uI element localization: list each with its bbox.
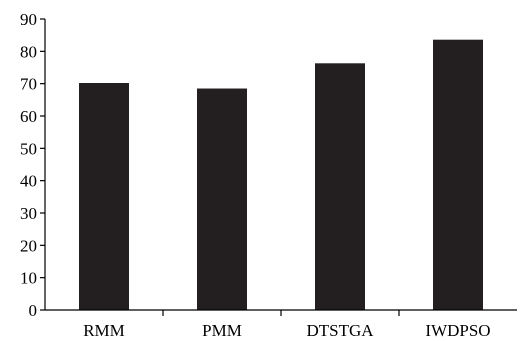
y-axis-tick-labels: 0 10 20 30 40 50 60 70 80 90 [20,10,37,320]
bar-iwdpso [433,39,483,311]
x-tick-label-pmm: PMM [202,321,242,340]
y-tick-label: 70 [20,75,37,94]
y-tick-label: 10 [20,269,37,288]
x-axis-tick-labels: RMM PMM DTSTGA IWDPSO [83,321,490,340]
y-tick-label: 30 [20,204,37,223]
x-tick-label-iwdpso: IWDPSO [425,321,490,340]
y-tick-label: 80 [20,42,37,61]
y-tick-label: 0 [29,301,38,320]
y-tick-label: 50 [20,139,37,158]
bar-rmm [79,83,129,311]
bars [79,39,483,311]
bar-dtstga [315,63,365,311]
x-tick-label-dtstga: DTSTGA [306,321,374,340]
y-tick-label: 40 [20,172,37,191]
y-tick-label: 90 [20,10,37,29]
x-axis-ticks [162,310,400,316]
y-tick-label: 20 [20,236,37,255]
y-tick-label: 60 [20,107,37,126]
bar-pmm [197,88,247,311]
x-tick-label-rmm: RMM [83,321,125,340]
y-axis-ticks [40,18,45,311]
